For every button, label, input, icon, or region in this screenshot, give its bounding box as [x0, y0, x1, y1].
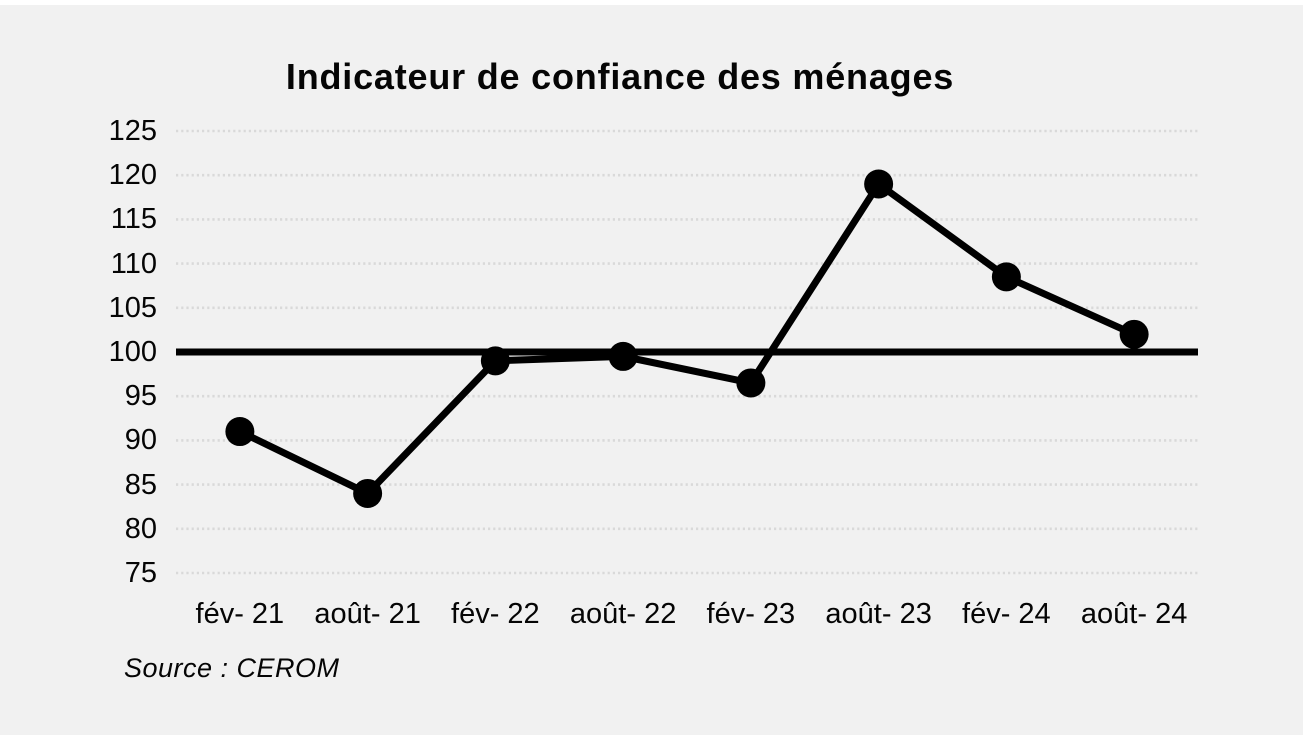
x-tick-label: fév- 24 [962, 598, 1051, 630]
source-caption: Source : CEROM [124, 653, 340, 683]
x-tick-label: août- 21 [314, 598, 421, 630]
data-point-marker [1119, 319, 1149, 349]
y-tick-label: 125 [108, 115, 157, 147]
x-tick-label: fév- 22 [451, 598, 540, 630]
data-point-marker [736, 368, 766, 398]
top-white-strip [0, 0, 1303, 5]
y-tick-label: 105 [108, 291, 157, 324]
data-point-marker [353, 478, 383, 508]
y-tick-label: 90 [124, 424, 157, 457]
y-tick-label: 95 [124, 380, 157, 413]
y-tick-label: 120 [108, 159, 157, 192]
data-point-marker [991, 262, 1021, 292]
x-tick-label: août- 22 [569, 598, 677, 630]
data-point-marker [864, 169, 894, 199]
chart-title: Indicateur de confiance des ménages [285, 56, 955, 97]
data-point-marker [608, 341, 638, 371]
data-point-marker [225, 417, 255, 447]
y-tick-label: 110 [110, 247, 157, 280]
x-tick-label: août- 24 [1080, 598, 1188, 630]
y-tick-label: 100 [108, 336, 157, 368]
x-tick-label: fév- 23 [706, 598, 796, 630]
confidence-series-line [236, 180, 1138, 497]
x-tick-label: août- 23 [825, 598, 932, 630]
y-tick-label: 80 [124, 512, 157, 545]
data-point-marker [480, 346, 510, 376]
y-tick-label: 115 [110, 203, 157, 236]
x-tick-label: fév- 21 [195, 598, 285, 630]
y-tick-label: 85 [124, 468, 157, 501]
y-tick-label: 75 [124, 557, 157, 589]
